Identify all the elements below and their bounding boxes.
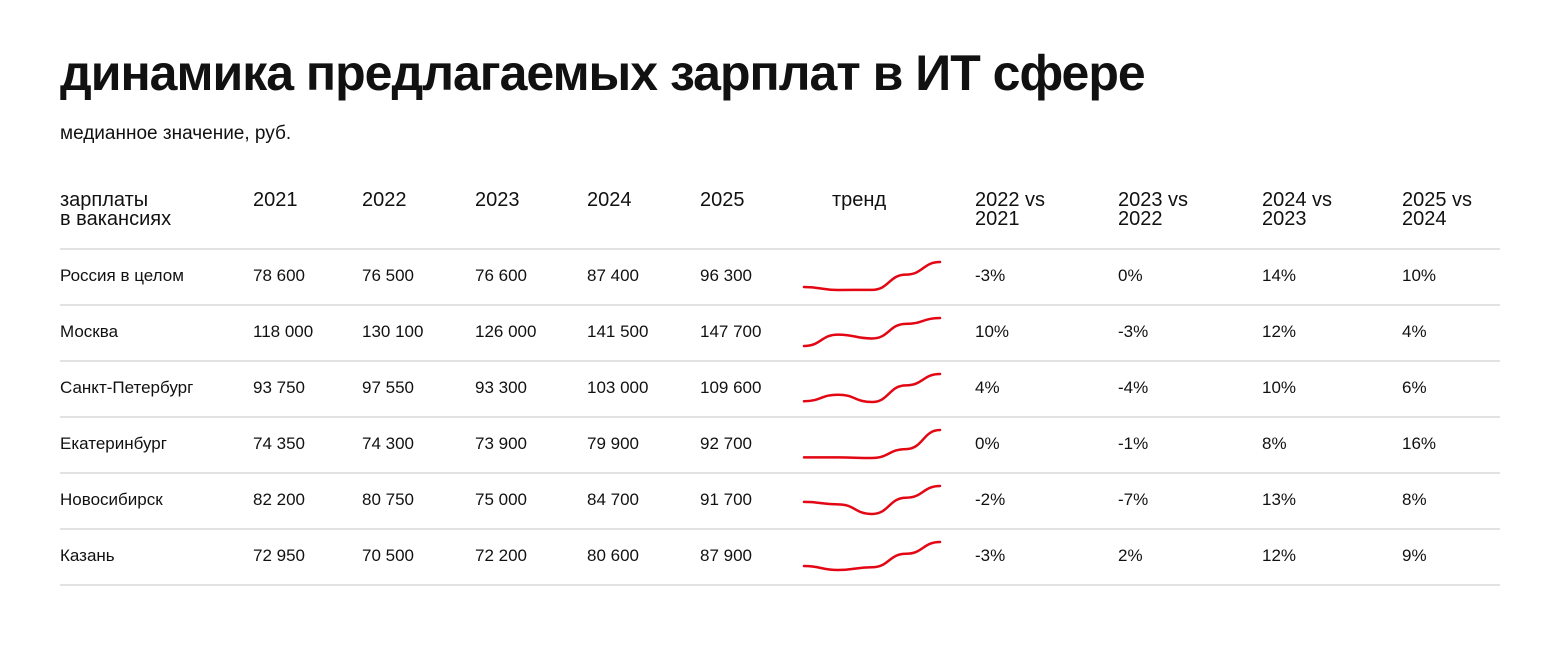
- subtitle: медианное значение, руб.: [60, 123, 292, 144]
- row-label: Екатеринбург: [60, 434, 167, 453]
- salary-cell: 80 750: [362, 490, 414, 509]
- salary-cell: 74 350: [253, 434, 305, 453]
- change-cell: -1%: [1118, 434, 1149, 453]
- row-label: Россия в целом: [60, 266, 184, 285]
- header-divider: [60, 248, 1500, 250]
- salary-cell: 82 200: [253, 490, 305, 509]
- row-label: Санкт-Петербург: [60, 378, 194, 397]
- salary-cell: 78 600: [253, 266, 305, 285]
- change-cell: 10%: [975, 322, 1010, 341]
- salary-cell: 103 000: [587, 378, 649, 397]
- change-cell: 2%: [1118, 546, 1143, 565]
- salary-cell: 118 000: [253, 322, 314, 341]
- trend-line: [802, 428, 942, 460]
- salary-cell: 80 600: [587, 546, 639, 565]
- salary-cell: 70 500: [362, 546, 414, 565]
- salary-cell: 84 700: [587, 490, 639, 509]
- salary-cell: 87 400: [587, 266, 639, 285]
- change-cell: 13%: [1262, 490, 1297, 509]
- column-header: 2022 vs 2021: [975, 189, 1046, 230]
- salary-cell: 87 900: [700, 546, 752, 565]
- change-cell: 0%: [975, 434, 1000, 453]
- column-header: 2023: [475, 189, 520, 211]
- salary-cell: 96 300: [700, 266, 752, 285]
- column-header: 2023 vs 2022: [1118, 189, 1189, 230]
- row-divider: [60, 360, 1500, 362]
- salary-cell: 130 100: [362, 322, 424, 341]
- change-cell: 8%: [1262, 434, 1287, 453]
- change-cell: -4%: [1118, 378, 1149, 397]
- change-cell: 9%: [1402, 546, 1427, 565]
- change-cell: -3%: [975, 266, 1006, 285]
- row-label: Москва: [60, 322, 119, 341]
- salary-cell: 76 500: [362, 266, 414, 285]
- change-cell: 0%: [1118, 266, 1143, 285]
- change-cell: 4%: [1402, 322, 1427, 341]
- row-divider: [60, 472, 1500, 474]
- salary-cell: 74 300: [362, 434, 414, 453]
- row-divider: [60, 528, 1500, 530]
- change-cell: 12%: [1262, 322, 1297, 341]
- salary-cell: 92 700: [700, 434, 752, 453]
- salary-cell: 126 000: [475, 322, 537, 341]
- column-header: 2025: [700, 189, 745, 211]
- column-header: зарплаты в вакансиях: [60, 189, 172, 230]
- column-header: 2024 vs 2023: [1262, 189, 1333, 230]
- change-cell: -3%: [1118, 322, 1149, 341]
- row-divider: [60, 416, 1500, 418]
- change-cell: 8%: [1402, 490, 1427, 509]
- row-label: Новосибирск: [60, 490, 163, 509]
- column-header: 2025 vs 2024: [1402, 189, 1473, 230]
- trend-line: [802, 316, 942, 348]
- salary-cell: 109 600: [700, 378, 762, 397]
- trend-line: [802, 484, 942, 516]
- row-divider: [60, 304, 1500, 306]
- salary-cell: 72 950: [253, 546, 305, 565]
- trend-line: [802, 372, 942, 404]
- title: динамика предлагаемых зарплат в ИТ сфере: [60, 45, 1146, 101]
- change-cell: 14%: [1262, 266, 1297, 285]
- salary-cell: 141 500: [587, 322, 649, 341]
- change-cell: 12%: [1262, 546, 1297, 565]
- row-label: Казань: [60, 546, 115, 565]
- change-cell: 10%: [1402, 266, 1437, 285]
- column-header: 2021: [253, 189, 298, 211]
- salary-cell: 97 550: [362, 378, 414, 397]
- salary-cell: 73 900: [475, 434, 527, 453]
- change-cell: -3%: [975, 546, 1006, 565]
- salary-cell: 75 000: [475, 490, 527, 509]
- salary-cell: 147 700: [700, 322, 762, 341]
- change-cell: 10%: [1262, 378, 1297, 397]
- salary-cell: 79 900: [587, 434, 639, 453]
- change-cell: -2%: [975, 490, 1006, 509]
- salary-cell: 93 750: [253, 378, 305, 397]
- salary-cell: 93 300: [475, 378, 527, 397]
- salary-cell: 76 600: [475, 266, 527, 285]
- column-header: 2022: [362, 189, 407, 211]
- trend-line: [802, 260, 942, 292]
- trend-line: [802, 540, 942, 572]
- salary-cell: 72 200: [475, 546, 527, 565]
- row-divider: [60, 584, 1500, 586]
- column-header: 2024: [587, 189, 632, 211]
- column-header: тренд: [832, 189, 887, 211]
- salary-cell: 91 700: [700, 490, 752, 509]
- change-cell: 6%: [1402, 378, 1427, 397]
- change-cell: -7%: [1118, 490, 1149, 509]
- change-cell: 4%: [975, 378, 1000, 397]
- change-cell: 16%: [1402, 434, 1437, 453]
